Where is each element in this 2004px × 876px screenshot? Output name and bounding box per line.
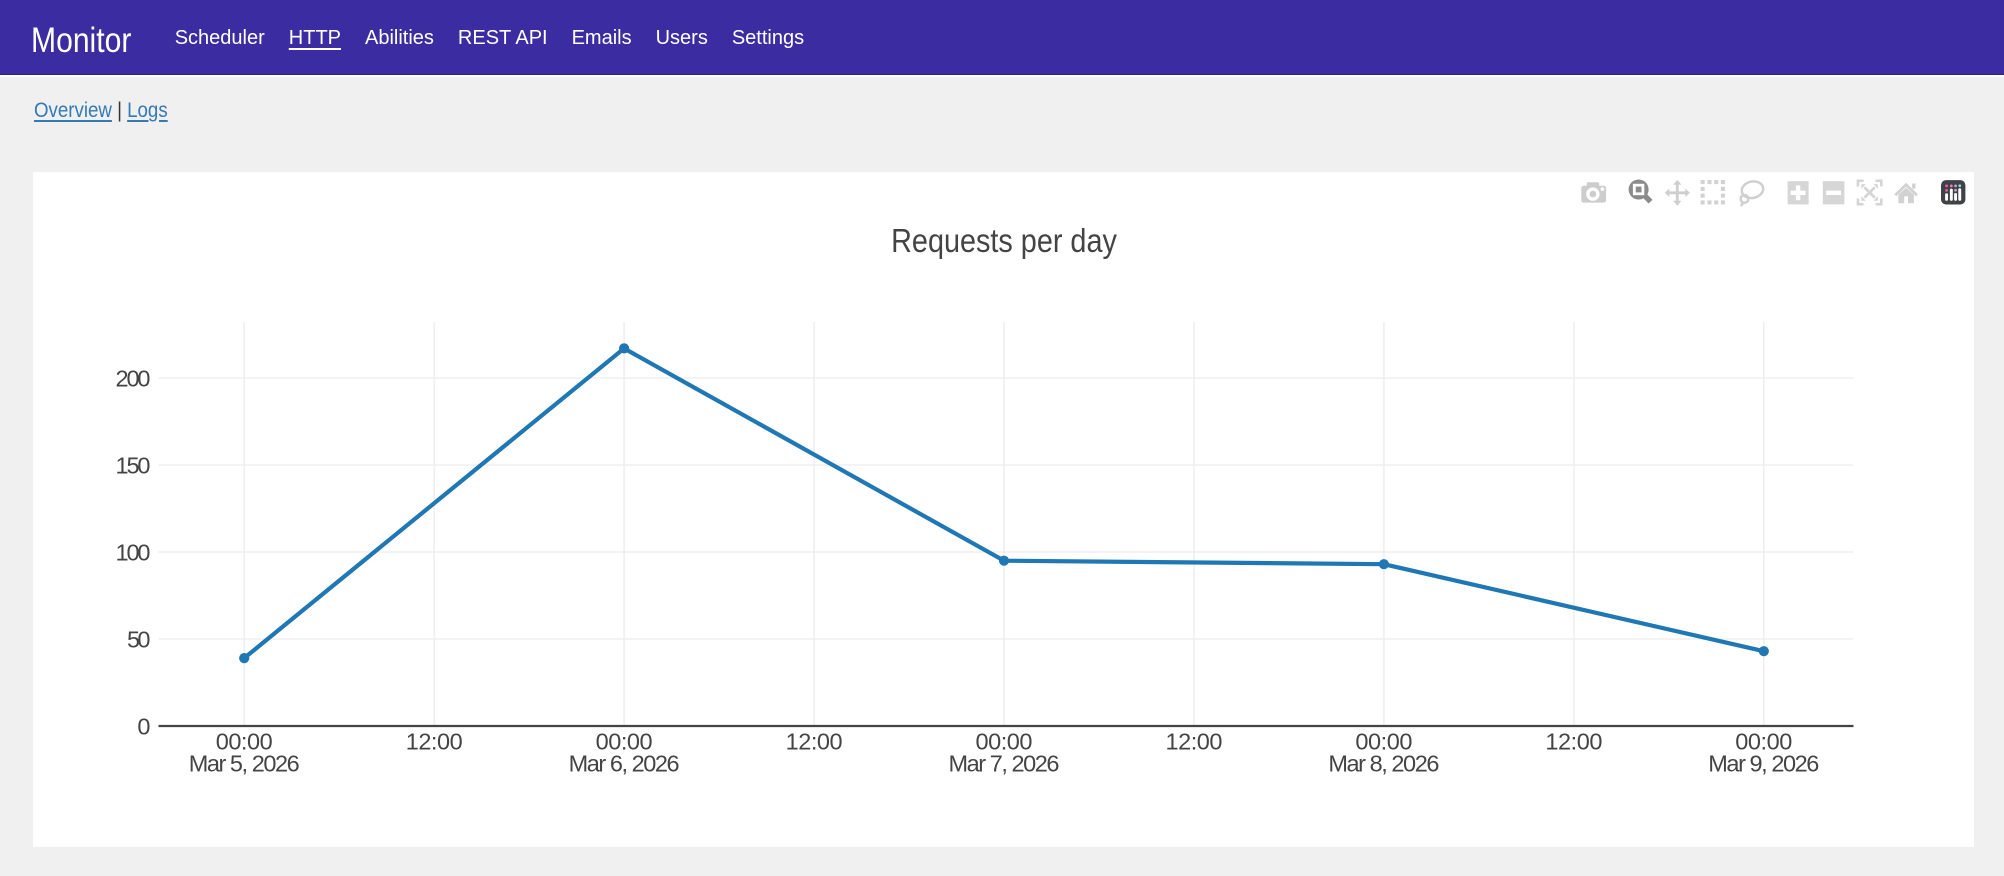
svg-text:Mar 8, 2026: Mar 8, 2026 — [1328, 751, 1439, 777]
svg-text:12:00: 12:00 — [785, 729, 842, 755]
svg-text:Mar 5, 2026: Mar 5, 2026 — [188, 751, 299, 777]
svg-text:00:00: 00:00 — [595, 729, 652, 755]
svg-text:12:00: 12:00 — [1165, 729, 1222, 755]
svg-text:12:00: 12:00 — [1545, 729, 1602, 755]
svg-text:Mar 6, 2026: Mar 6, 2026 — [568, 751, 679, 777]
svg-text:Requests per day: Requests per day — [891, 222, 1117, 260]
svg-text:0: 0 — [137, 714, 150, 740]
svg-text:150: 150 — [115, 453, 150, 479]
svg-text:50: 50 — [127, 627, 151, 653]
svg-text:00:00: 00:00 — [1355, 729, 1412, 755]
svg-text:Mar 9, 2026: Mar 9, 2026 — [1708, 751, 1819, 777]
svg-text:12:00: 12:00 — [405, 729, 462, 755]
svg-text:Mar 7, 2026: Mar 7, 2026 — [948, 751, 1059, 777]
svg-text:200: 200 — [115, 366, 150, 392]
svg-text:00:00: 00:00 — [215, 729, 272, 755]
svg-text:00:00: 00:00 — [975, 729, 1032, 755]
svg-text:100: 100 — [115, 540, 150, 566]
svg-text:00:00: 00:00 — [1735, 729, 1792, 755]
